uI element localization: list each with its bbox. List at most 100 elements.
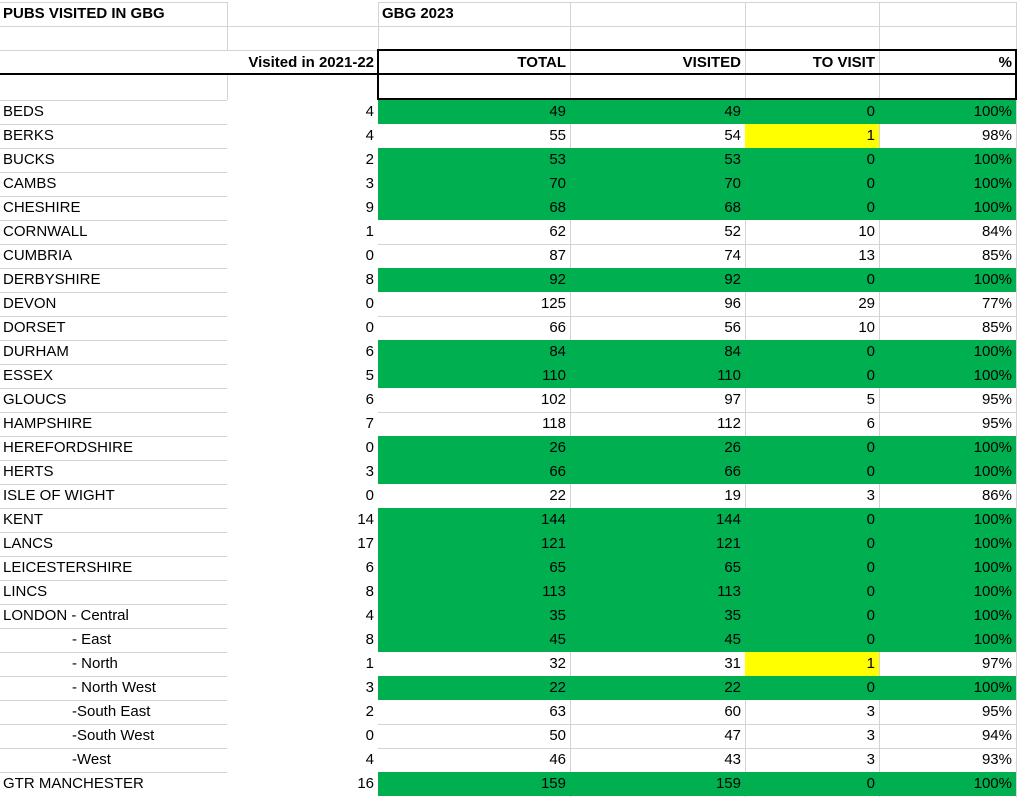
prev-visited-cell[interactable]: 6	[365, 559, 374, 576]
percent-cell[interactable]: 100%	[879, 580, 1016, 604]
prev-visited-cell[interactable]: 7	[365, 415, 374, 432]
county-cell[interactable]: DERBYSHIRE	[3, 271, 101, 288]
percent-cell[interactable]: 100%	[879, 676, 1016, 700]
prev-visited-cell[interactable]: 17	[357, 535, 374, 552]
county-cell[interactable]: ESSEX	[3, 367, 54, 384]
to-visit-cell[interactable]: 0	[745, 148, 879, 172]
percent-cell[interactable]: 100%	[879, 148, 1016, 172]
total-cell[interactable]: 68	[378, 196, 570, 220]
total-cell[interactable]: 50	[549, 727, 566, 744]
prev-visited-cell[interactable]: 2	[365, 703, 374, 720]
county-cell[interactable]: HERTS	[3, 463, 54, 480]
to-visit-cell[interactable]: 10	[858, 319, 875, 336]
county-cell[interactable]: CUMBRIA	[3, 247, 73, 264]
prev-visited-cell[interactable]: 1	[365, 223, 374, 240]
prev-visited-cell[interactable]: 14	[357, 511, 374, 528]
prev-visited-cell[interactable]: 0	[365, 487, 374, 504]
percent-cell[interactable]: 100%	[879, 436, 1016, 460]
to-visit-cell[interactable]: 29	[858, 295, 875, 312]
prev-visited-cell[interactable]: 16	[357, 775, 374, 792]
to-visit-cell[interactable]: 1	[745, 124, 879, 148]
county-cell[interactable]: GTR MANCHESTER	[3, 775, 144, 792]
percent-cell[interactable]: 100%	[879, 604, 1016, 628]
to-visit-cell[interactable]: 0	[745, 364, 879, 388]
percent-cell[interactable]: 95%	[981, 415, 1012, 432]
total-cell[interactable]: 26	[378, 436, 570, 460]
county-cell[interactable]: - North	[72, 655, 118, 672]
visited-cell[interactable]: 66	[570, 460, 745, 484]
percent-cell[interactable]: 100%	[879, 268, 1016, 292]
percent-cell[interactable]: 95%	[981, 703, 1012, 720]
visited-cell[interactable]: 110	[570, 364, 745, 388]
percent-cell[interactable]: 100%	[879, 508, 1016, 532]
to-visit-cell[interactable]: 3	[866, 727, 875, 744]
total-cell[interactable]: 144	[378, 508, 570, 532]
visited-cell[interactable]: 47	[724, 727, 741, 744]
total-cell[interactable]: 70	[378, 172, 570, 196]
sheet-title-cell[interactable]: PUBS VISITED IN GBG	[3, 5, 165, 22]
to-visit-cell[interactable]: 0	[745, 100, 879, 124]
visited-cell[interactable]: 56	[724, 319, 741, 336]
visited-cell[interactable]: 92	[570, 268, 745, 292]
county-cell[interactable]: LONDON - Central	[3, 607, 129, 624]
column-header-to-visit[interactable]: TO VISIT	[812, 54, 875, 71]
percent-cell[interactable]: 100%	[879, 196, 1016, 220]
visited-cell[interactable]: 35	[570, 604, 745, 628]
percent-cell[interactable]: 97%	[981, 655, 1012, 672]
county-cell[interactable]: -West	[72, 751, 111, 768]
visited-cell[interactable]: 43	[724, 751, 741, 768]
county-cell[interactable]: BUCKS	[3, 151, 55, 168]
county-cell[interactable]: -South West	[72, 727, 155, 744]
to-visit-cell[interactable]: 0	[745, 580, 879, 604]
to-visit-cell[interactable]: 0	[745, 196, 879, 220]
total-cell[interactable]: 110	[378, 364, 570, 388]
visited-cell[interactable]: 113	[570, 580, 745, 604]
visited-cell[interactable]: 60	[724, 703, 741, 720]
percent-cell[interactable]: 100%	[879, 556, 1016, 580]
visited-cell[interactable]: 19	[724, 487, 741, 504]
visited-cell[interactable]: 49	[570, 100, 745, 124]
total-cell[interactable]: 159	[378, 772, 570, 796]
prev-visited-cell[interactable]: 4	[365, 751, 374, 768]
percent-cell[interactable]: 100%	[879, 172, 1016, 196]
total-cell[interactable]: 53	[378, 148, 570, 172]
percent-cell[interactable]: 94%	[981, 727, 1012, 744]
county-cell[interactable]: - East	[72, 631, 112, 648]
visited-cell[interactable]: 121	[570, 532, 745, 556]
column-header-total[interactable]: TOTAL	[517, 54, 566, 71]
county-cell[interactable]: GLOUCS	[3, 391, 67, 408]
to-visit-cell[interactable]: 0	[745, 604, 879, 628]
prev-visited-cell[interactable]: 0	[365, 319, 374, 336]
percent-cell[interactable]: 93%	[981, 751, 1012, 768]
county-cell[interactable]: - North West	[72, 679, 156, 696]
to-visit-cell[interactable]: 0	[745, 556, 879, 580]
county-cell[interactable]: LINCS	[3, 583, 48, 600]
county-cell[interactable]: HAMPSHIRE	[3, 415, 93, 432]
prev-visited-cell[interactable]: 9	[365, 199, 374, 216]
guide-edition-cell[interactable]: GBG 2023	[382, 5, 454, 22]
total-cell[interactable]: 35	[378, 604, 570, 628]
prev-visited-cell[interactable]: 8	[365, 631, 374, 648]
to-visit-cell[interactable]: 0	[745, 436, 879, 460]
prev-visited-cell[interactable]: 3	[365, 175, 374, 192]
to-visit-cell[interactable]: 1	[745, 652, 879, 676]
total-cell[interactable]: 65	[378, 556, 570, 580]
visited-cell[interactable]: 22	[570, 676, 745, 700]
visited-cell[interactable]: 31	[724, 655, 741, 672]
visited-cell[interactable]: 70	[570, 172, 745, 196]
to-visit-cell[interactable]: 10	[858, 223, 875, 240]
visited-cell[interactable]: 68	[570, 196, 745, 220]
prev-visited-cell[interactable]: 1	[365, 655, 374, 672]
county-cell[interactable]: DEVON	[3, 295, 57, 312]
prev-visited-cell[interactable]: 8	[365, 271, 374, 288]
percent-cell[interactable]: 100%	[879, 100, 1016, 124]
total-cell[interactable]: 63	[549, 703, 566, 720]
prev-visited-cell[interactable]: 8	[365, 583, 374, 600]
to-visit-cell[interactable]: 0	[745, 268, 879, 292]
percent-cell[interactable]: 95%	[981, 391, 1012, 408]
total-cell[interactable]: 113	[378, 580, 570, 604]
prev-visited-cell[interactable]: 4	[365, 127, 374, 144]
percent-cell[interactable]: 77%	[981, 295, 1012, 312]
visited-cell[interactable]: 84	[570, 340, 745, 364]
percent-cell[interactable]: 100%	[879, 340, 1016, 364]
